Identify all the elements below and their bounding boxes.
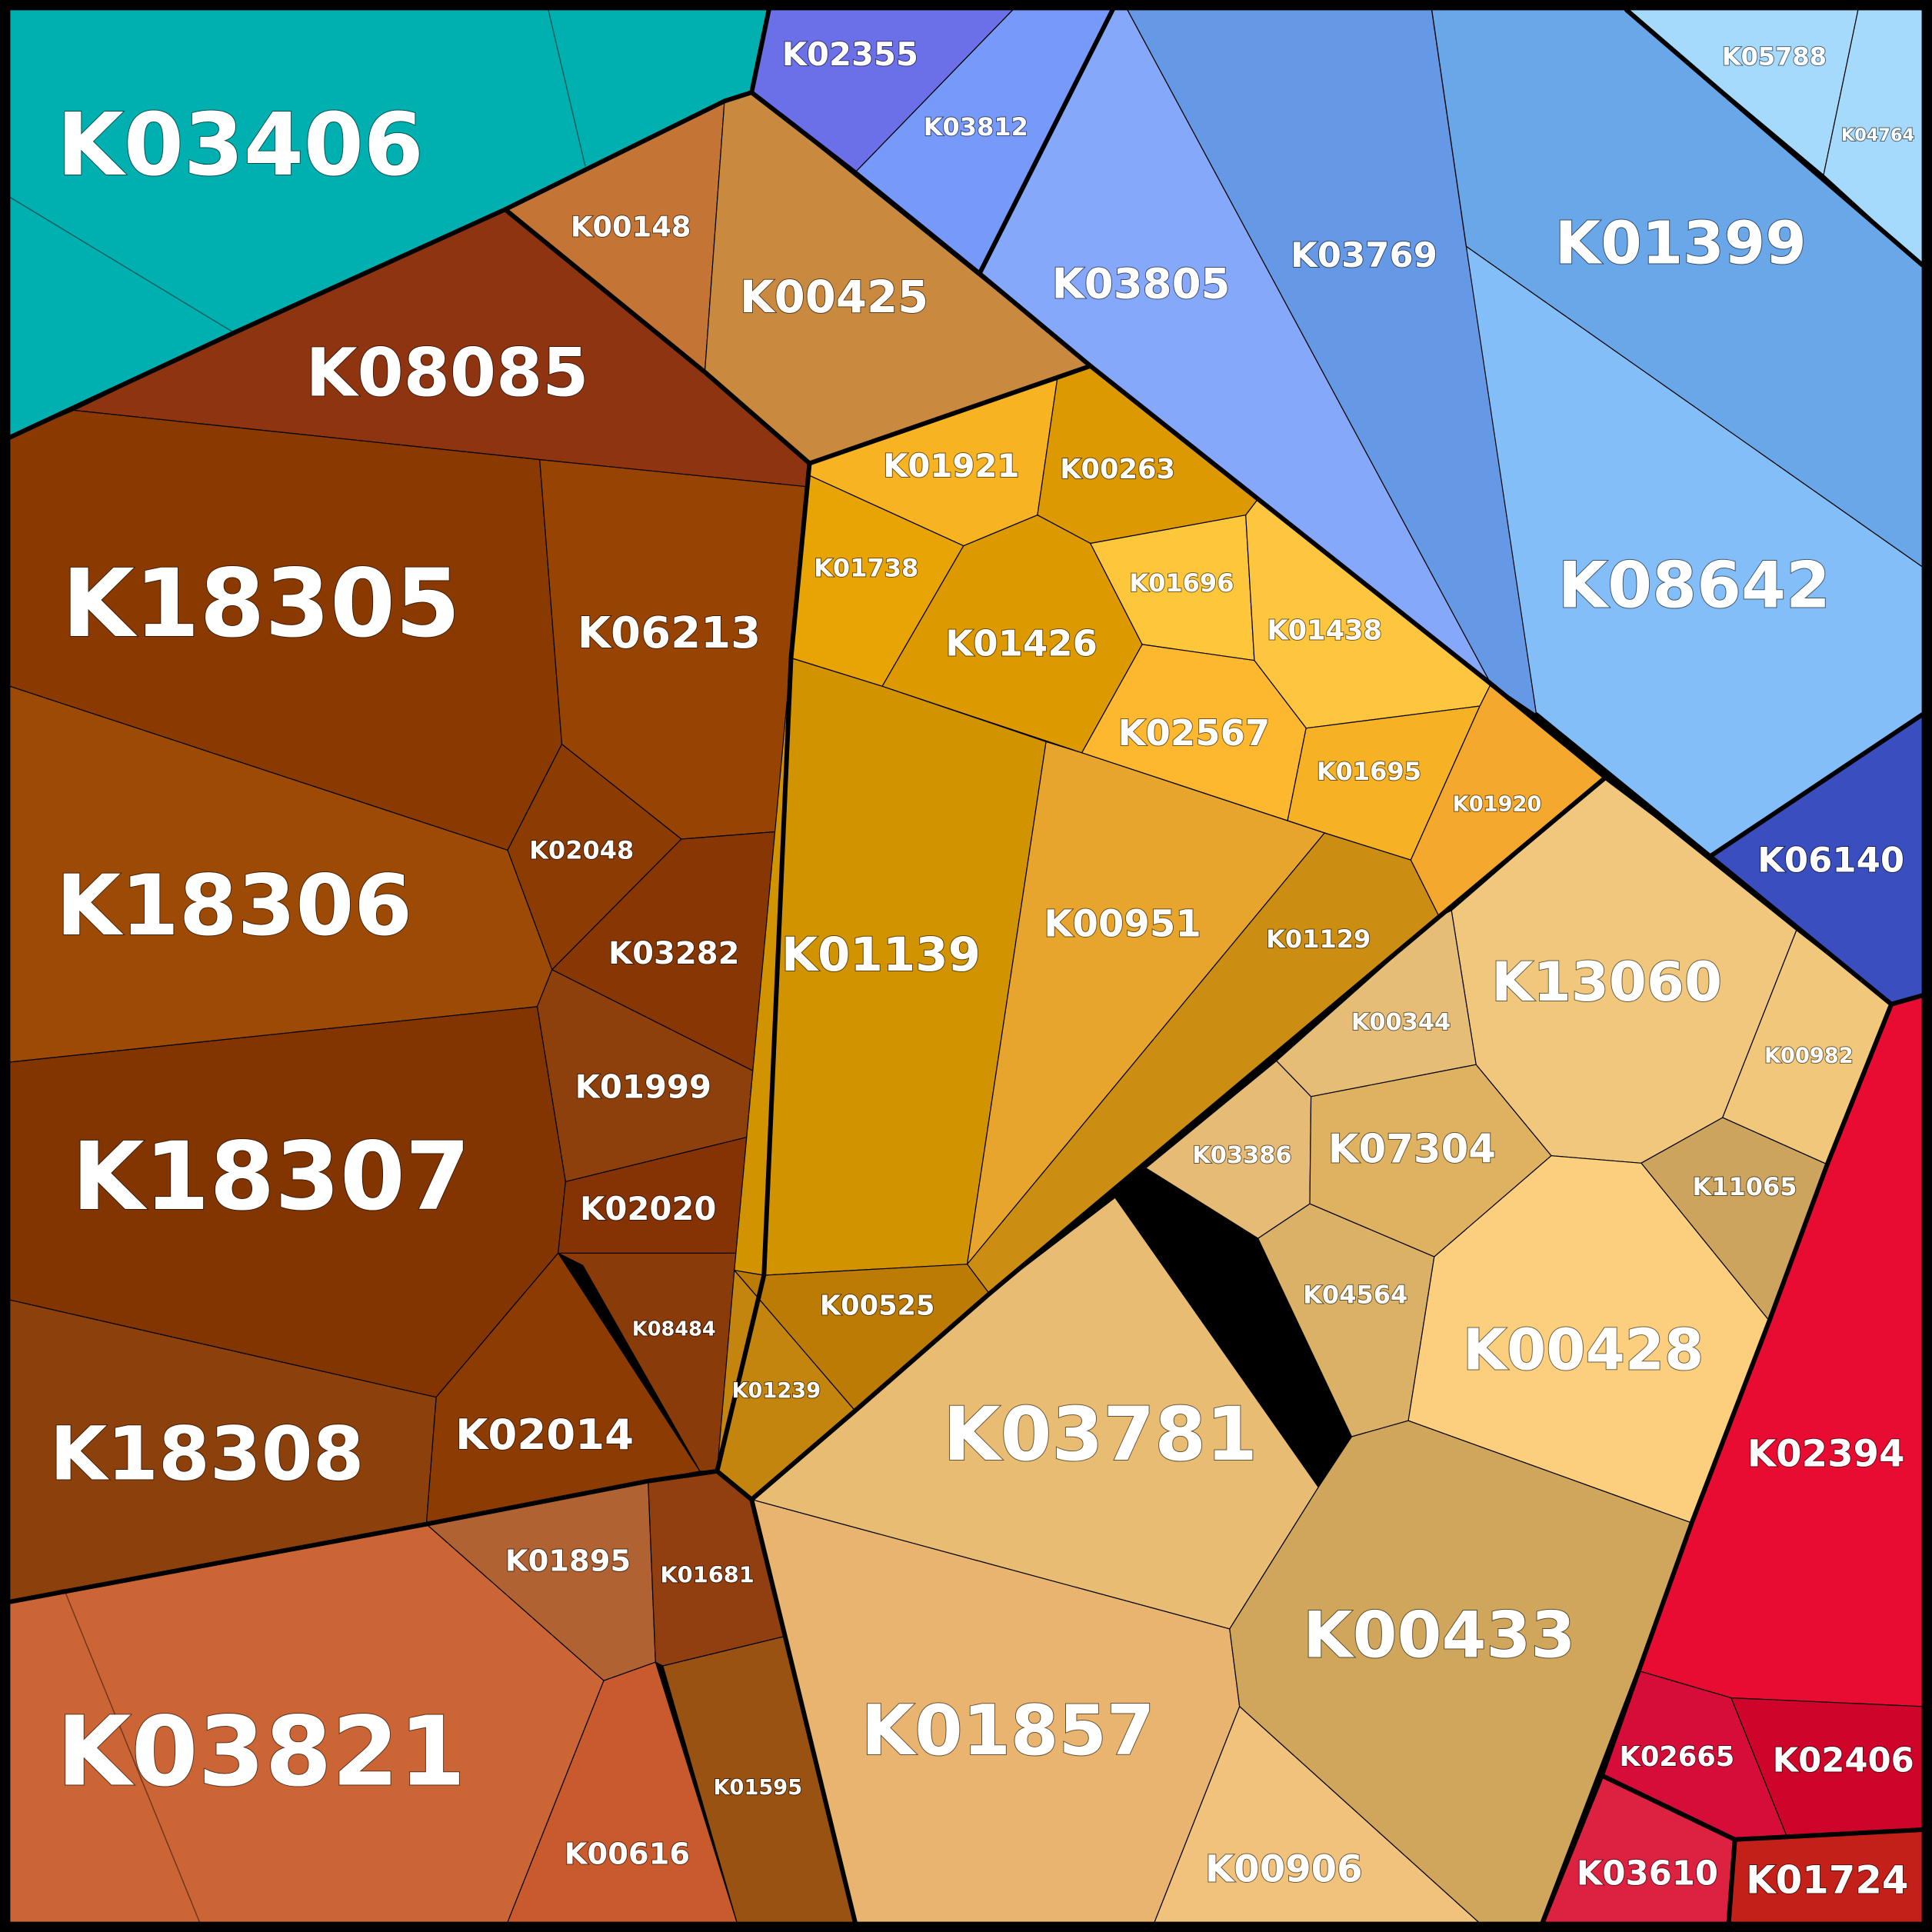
cell-k01399 <box>1431 9 1923 568</box>
label-k00951: K00951 <box>1044 903 1201 946</box>
label-k02048: K02048 <box>529 835 634 864</box>
label-k01895: K01895 <box>505 1544 631 1578</box>
label-k18306: K18306 <box>56 857 412 954</box>
label-k01696: K01696 <box>1129 568 1234 598</box>
label-k06213: K06213 <box>578 608 761 658</box>
label-k02567: K02567 <box>1118 712 1270 754</box>
label-k01239: K01239 <box>731 1379 821 1403</box>
label-k05788: K05788 <box>1722 42 1827 72</box>
label-k00263: K00263 <box>1060 454 1175 485</box>
group-border <box>1534 712 1925 859</box>
label-k02014: K02014 <box>455 1410 634 1459</box>
label-k03781: K03781 <box>943 1391 1257 1477</box>
label-k02406: K02406 <box>1773 1741 1914 1780</box>
group-border <box>1624 7 1925 268</box>
label-k01438: K01438 <box>1267 615 1382 647</box>
label-k08642: K08642 <box>1558 548 1830 623</box>
label-k03769: K03769 <box>1291 235 1437 275</box>
label-k01129: K01129 <box>1266 924 1371 954</box>
group-borders <box>7 7 1925 1925</box>
label-k18307: K18307 <box>72 1122 470 1231</box>
group-border <box>7 1468 720 1604</box>
label-k08484: K08484 <box>632 1318 716 1341</box>
label-k00616: K00616 <box>565 1837 690 1872</box>
label-k07304: K07304 <box>1328 1127 1496 1173</box>
label-k01399: K01399 <box>1555 210 1807 278</box>
cells-layer <box>9 9 1923 1923</box>
label-k01681: K01681 <box>660 1561 754 1587</box>
group-border <box>977 7 1115 276</box>
group-border <box>7 7 771 440</box>
label-k00344: K00344 <box>1351 1009 1451 1036</box>
label-k01426: K01426 <box>945 622 1098 664</box>
label-k03610: K03610 <box>1577 1855 1718 1894</box>
minor-line <box>9 196 235 334</box>
label-k08085: K08085 <box>306 335 589 411</box>
label-k00982: K00982 <box>1764 1044 1854 1068</box>
label-k02355: K02355 <box>782 35 918 73</box>
label-k00433: K00433 <box>1303 1597 1575 1672</box>
group-border <box>715 461 858 1925</box>
label-k02020: K02020 <box>580 1190 716 1227</box>
label-k01857: K01857 <box>861 1691 1155 1771</box>
group-border <box>1726 1837 1737 1925</box>
labels-layer: K03406 K02355 K03812 K03805 K03769 K01399 K057… <box>49 35 1915 1904</box>
minor-line <box>548 9 586 167</box>
label-k00428: K00428 <box>1463 1317 1704 1383</box>
label-k00906: K00906 <box>1205 1847 1363 1890</box>
label-k03812: K03812 <box>924 112 1028 142</box>
label-k04564: K04564 <box>1303 1281 1407 1310</box>
label-k01921: K01921 <box>883 447 1019 485</box>
label-k01920: K01920 <box>1453 793 1542 817</box>
label-k18305: K18305 <box>62 549 461 658</box>
label-k03406: K03406 <box>57 95 424 195</box>
label-k00148: K00148 <box>571 210 691 243</box>
label-k01724: K01724 <box>1746 1858 1908 1903</box>
label-k02394: K02394 <box>1747 1432 1905 1475</box>
label-k03386: K03386 <box>1192 1142 1291 1169</box>
label-k00425: K00425 <box>740 271 928 323</box>
group-border <box>749 774 1608 1502</box>
label-k18308: K18308 <box>50 1411 365 1497</box>
label-k01738: K01738 <box>814 554 918 583</box>
label-k03282: K03282 <box>608 936 740 971</box>
label-k03805: K03805 <box>1052 259 1231 308</box>
label-k01999: K01999 <box>575 1068 711 1106</box>
cell-k00906 <box>1154 1706 1480 1923</box>
label-k06140: K06140 <box>1757 840 1904 881</box>
minor-line <box>1431 9 1467 247</box>
label-k02665: K02665 <box>1620 1741 1735 1773</box>
label-k01695: K01695 <box>1317 757 1421 786</box>
label-k04764: K04764 <box>1841 125 1914 145</box>
group-border <box>749 90 1925 1007</box>
label-k01595: K01595 <box>713 1776 802 1800</box>
label-k01139: K01139 <box>781 928 981 982</box>
label-k00525: K00525 <box>820 1291 935 1322</box>
label-k03821: K03821 <box>57 1697 466 1808</box>
group-border <box>502 207 1093 466</box>
label-k11065: K11065 <box>1692 1172 1797 1201</box>
label-k13060: K13060 <box>1491 951 1722 1014</box>
